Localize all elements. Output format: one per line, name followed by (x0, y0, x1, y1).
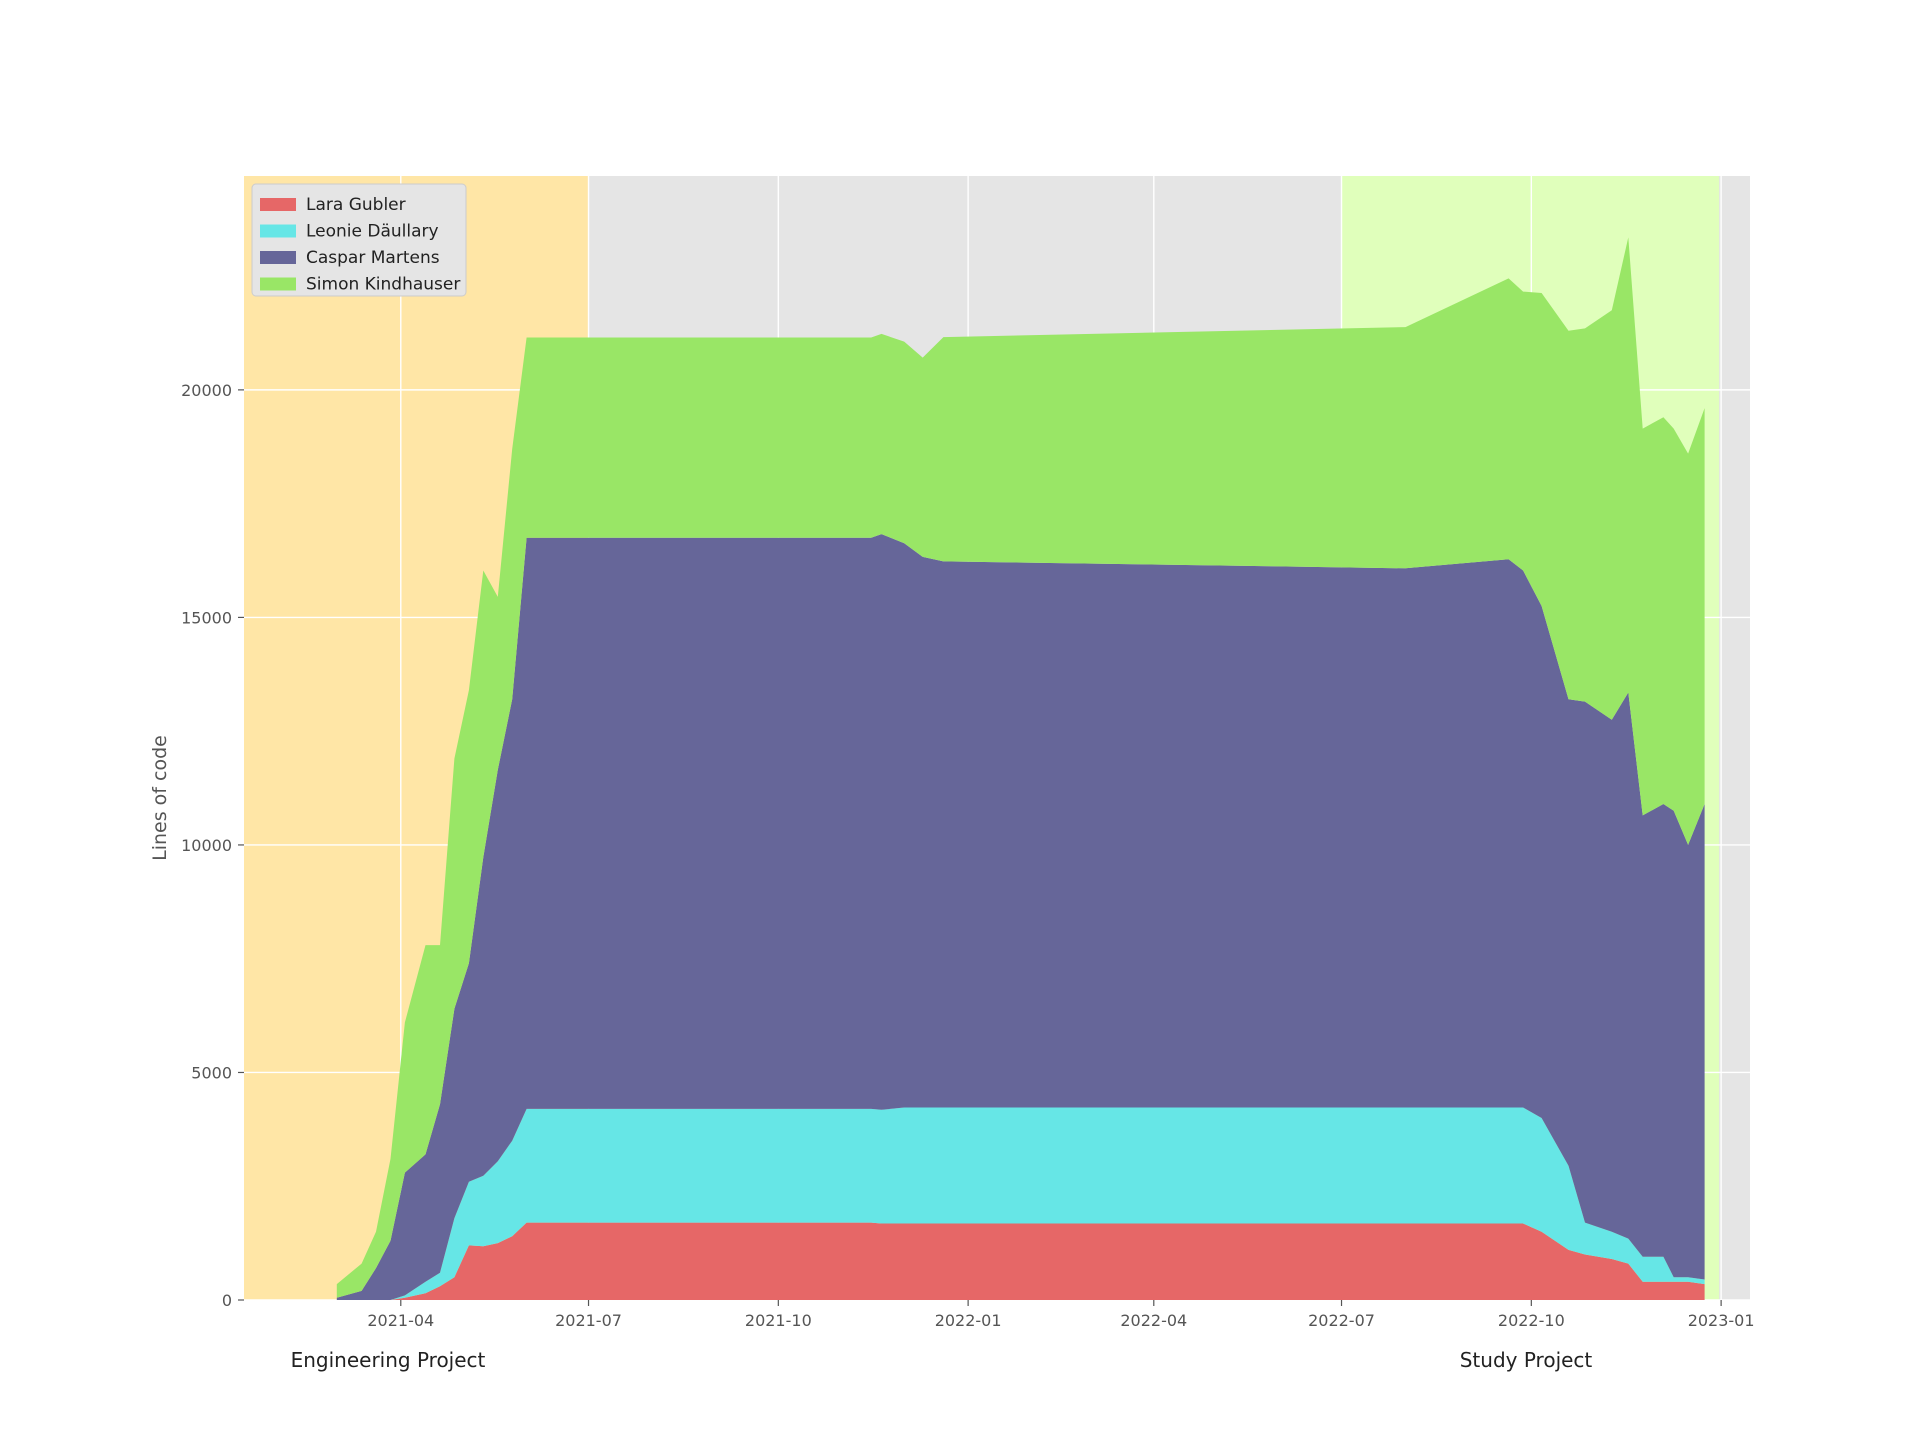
area-simon-kindhauser (336, 237, 1705, 1298)
legend-label: Leonie Däullary (306, 222, 439, 242)
x-tick-label: 2021-04 (367, 1311, 434, 1330)
legend-swatch (260, 198, 296, 211)
y-tick-label: 15000 (181, 608, 232, 627)
legend-box (251, 183, 467, 297)
x-tick-label: 2021-07 (555, 1311, 622, 1330)
period-label: Study Project (1460, 1348, 1593, 1372)
x-tick-label: 2022-01 (935, 1311, 1002, 1330)
x-tick-label: 2023-01 (1688, 1311, 1755, 1330)
legend-swatch (260, 251, 296, 264)
x-tick-label: 2022-04 (1120, 1311, 1187, 1330)
legend-label: Simon Kindhauser (306, 275, 460, 295)
legend-swatch (260, 224, 296, 238)
x-tick-label: 2022-07 (1308, 1311, 1375, 1330)
x-axis-ticks: 2021-04 2021-07 2021-10 2022-01 2022-04 2022-… (367, 1300, 1755, 1330)
y-axis-ticks: 0 5000 10000 15000 20000 (181, 381, 244, 1310)
area-leonie-d-ullary (336, 1107, 1705, 1300)
period-labels: Engineering Project Study Project (291, 1348, 1593, 1372)
legend: Lara Gubler Leonie Däullary Caspar Martens… (251, 183, 467, 297)
stacked-areas (336, 237, 1705, 1300)
y-tick-label: 20000 (181, 381, 232, 400)
period-label: Engineering Project (291, 1348, 486, 1372)
y-tick-label: 5000 (191, 1063, 232, 1082)
x-tick-label: 2021-10 (745, 1311, 812, 1330)
area-caspar-martens (336, 534, 1705, 1300)
legend-swatch (260, 277, 296, 291)
legend-label: Caspar Martens (306, 248, 440, 268)
y-tick-label: 0 (222, 1291, 232, 1310)
area-lara-gubler (336, 1222, 1705, 1300)
y-axis-title: Lines of code (149, 735, 171, 861)
y-tick-label: 10000 (181, 836, 232, 855)
legend-label: Lara Gubler (306, 195, 406, 215)
x-tick-label: 2022-10 (1498, 1311, 1565, 1330)
